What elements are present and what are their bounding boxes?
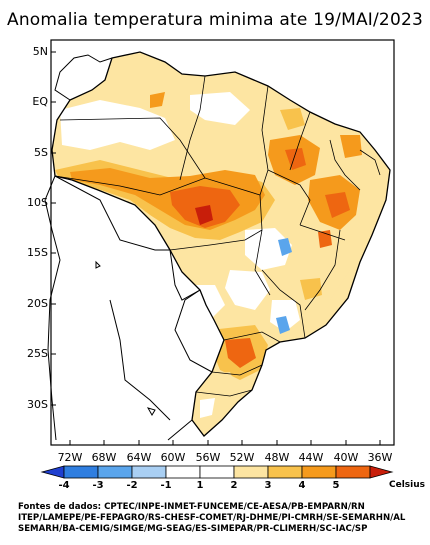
colorbar-bin-8 [267, 465, 303, 479]
colorbar-label-5: 5 [332, 480, 340, 491]
colorbar [40, 465, 394, 479]
y-label-5s: 5S [34, 146, 48, 159]
colorbar-bin-10 [335, 465, 371, 479]
x-label-72w: 72W [57, 451, 83, 464]
y-label-10s: 10S [27, 196, 48, 209]
y-label-5n: 5N [32, 45, 48, 58]
x-label-64w: 64W [126, 451, 152, 464]
colorbar-label-m3: -3 [92, 480, 104, 491]
x-label-68w: 68W [91, 451, 117, 464]
x-label-48w: 48W [264, 451, 290, 464]
colorbar-bin-11 [369, 465, 394, 479]
colorbar-label-m2: -2 [126, 480, 138, 491]
source-line-2: ITEP/LAMEPE/PE-FEPAGRO/RS-CHESF-COMET/RJ… [18, 513, 406, 523]
colorbar-label-4: 4 [298, 480, 306, 491]
colorbar-label-2: 2 [230, 480, 238, 491]
colorbar-bin-6 [199, 465, 235, 479]
anomaly-shading [55, 92, 362, 430]
x-label-52w: 52W [229, 451, 255, 464]
y-ticks [51, 51, 56, 406]
colorbar-bin-9 [301, 465, 337, 479]
y-label-15s: 15S [27, 246, 48, 259]
colorbar-label-1: 1 [196, 480, 204, 491]
x-label-44w: 44W [298, 451, 324, 464]
plot-frame [50, 39, 395, 446]
colorbar-unit: Celsius [389, 480, 425, 490]
y-label-25s: 25S [27, 347, 48, 360]
colorbar-label-m1: -1 [160, 480, 172, 491]
x-label-56w: 56W [195, 451, 221, 464]
y-label-30s: 30S [27, 398, 48, 411]
data-sources: Fontes de dados: CPTEC/INPE-INMET-FUNCEM… [18, 502, 405, 535]
colorbar-bin-2 [63, 465, 99, 479]
colorbar-bin-1 [40, 465, 65, 479]
colorbar-bin-7 [233, 465, 269, 479]
colorbar-label-3: 3 [264, 480, 272, 491]
colorbar-bin-5 [165, 465, 201, 479]
map-title: Anomalia temperatura minima ate 19/MAI/2… [6, 10, 423, 30]
source-line-3: SEMARH/BA-CEMIG/SIMGE/MG-SEAG/ES-SIMEPAR… [18, 524, 368, 534]
y-label-20s: 20S [27, 297, 48, 310]
y-label-eq: EQ [32, 95, 48, 108]
x-label-36w: 36W [367, 451, 393, 464]
colorbar-bin-4 [131, 465, 167, 479]
source-line-1: Fontes de dados: CPTEC/INPE-INMET-FUNCEM… [18, 502, 365, 512]
x-label-40w: 40W [333, 451, 359, 464]
state-borders [54, 75, 381, 397]
x-ticks [69, 440, 381, 445]
colorbar-label-m4: -4 [58, 480, 70, 491]
colorbar-bin-3 [97, 465, 133, 479]
x-label-60w: 60W [160, 451, 186, 464]
